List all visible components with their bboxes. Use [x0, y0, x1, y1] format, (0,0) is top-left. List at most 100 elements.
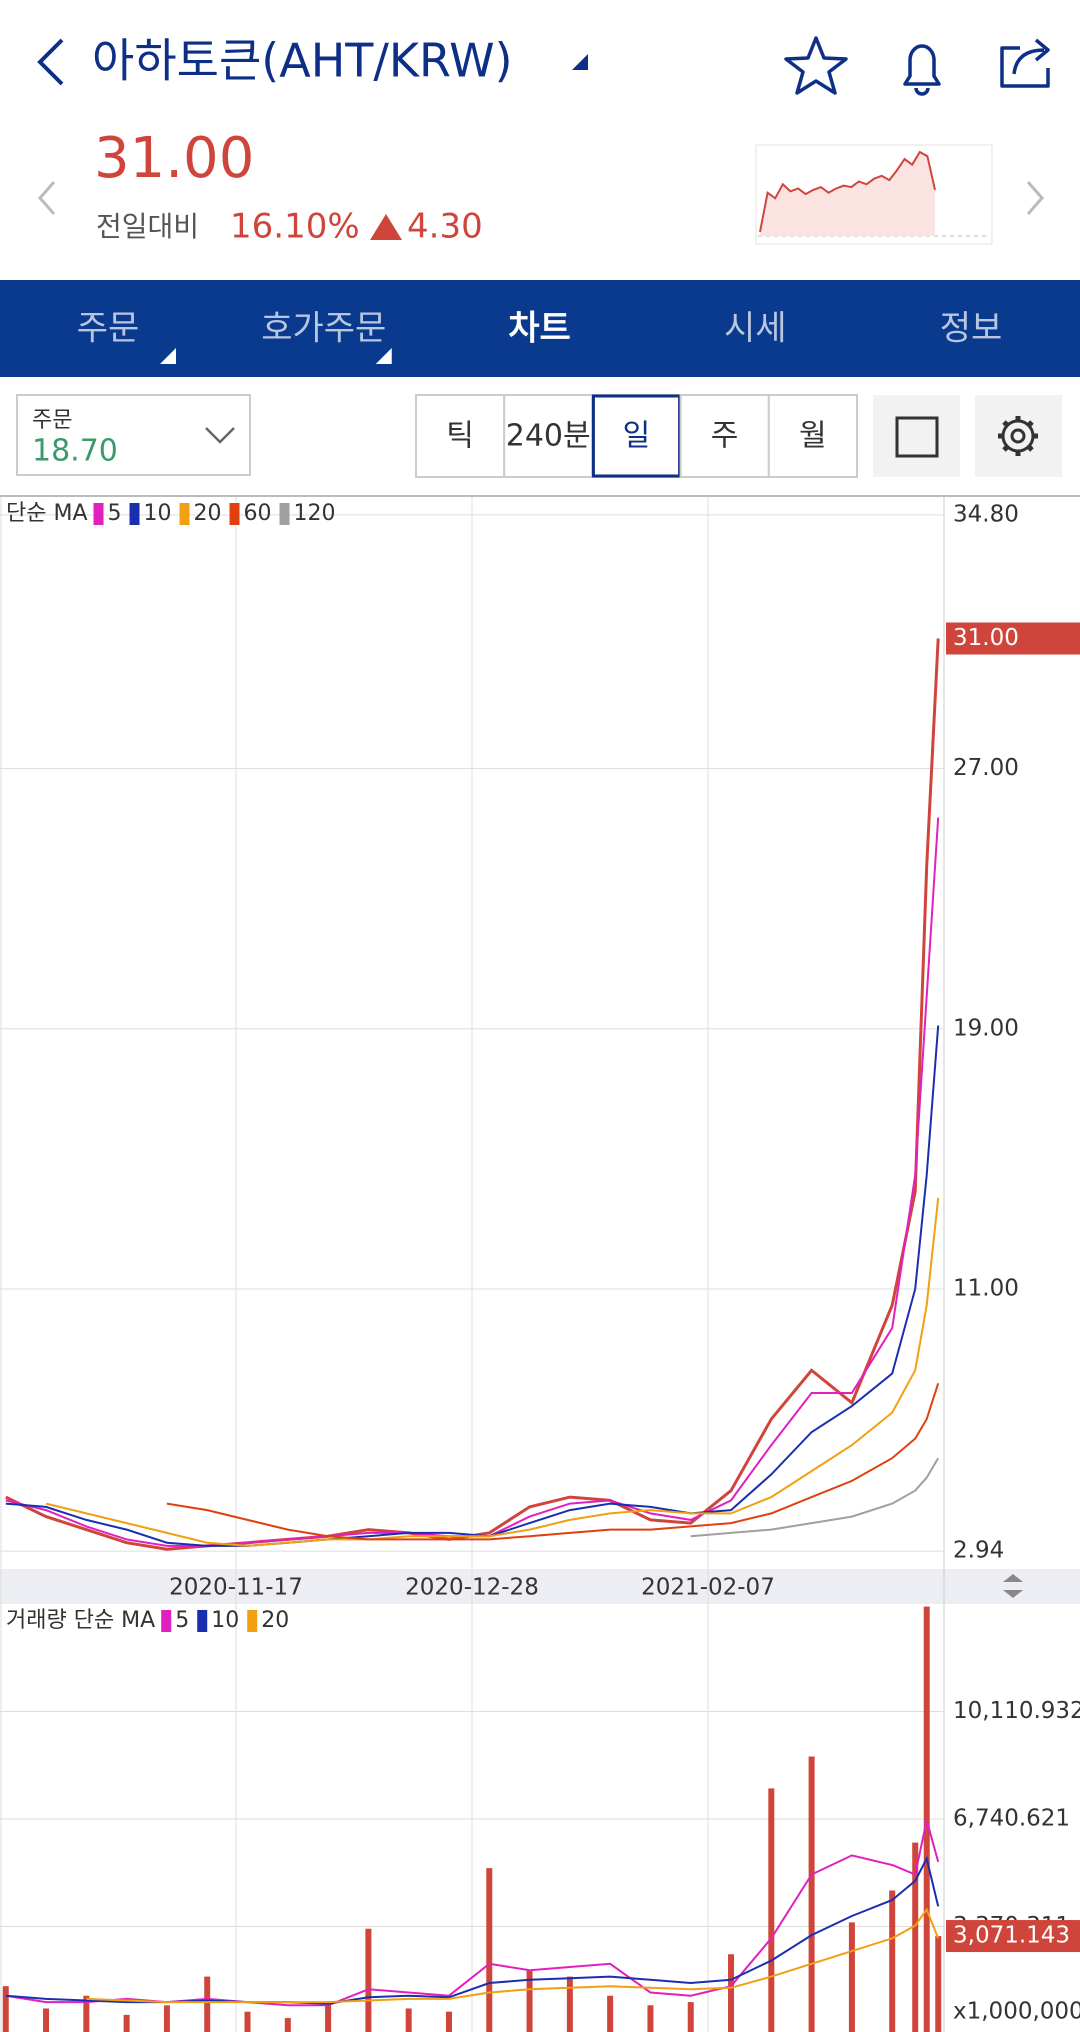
prev-button[interactable]	[38, 181, 56, 215]
settings-button[interactable]	[975, 395, 1062, 477]
legend-swatch	[197, 1610, 208, 1632]
tab-dropdown-mark	[160, 348, 176, 364]
order-value: 18.70	[32, 434, 118, 469]
layout-button[interactable]	[873, 395, 960, 477]
order-label: 주문	[32, 408, 72, 433]
title-dropdown[interactable]	[572, 54, 588, 70]
favorite-button[interactable]	[784, 36, 848, 95]
ma-line	[5, 1025, 940, 1547]
legend-title: 단순 MA	[6, 501, 88, 526]
volume-bar	[123, 2014, 130, 2032]
nav-tab[interactable]: 호가주문	[261, 309, 386, 349]
y-tick-label: 19.00	[953, 1015, 1019, 1041]
change-label: 전일대비	[96, 210, 199, 243]
legend-swatch	[247, 1610, 258, 1632]
volume-bar	[808, 1756, 815, 2032]
gear-hub	[1010, 428, 1026, 444]
layout-icon	[895, 416, 939, 458]
nav-tab[interactable]: 정보	[940, 309, 1003, 349]
volume-bar	[889, 1890, 896, 2032]
volume-bar	[566, 1976, 573, 2032]
sparkline-area	[760, 152, 935, 236]
share-button[interactable]	[1000, 38, 1050, 88]
legend-swatch	[229, 503, 240, 525]
ma-line	[166, 1382, 940, 1541]
volume-bar	[728, 1954, 735, 2032]
resize-handle[interactable]	[1003, 1574, 1023, 1598]
legend-swatch	[279, 503, 290, 525]
legend-label: 60	[244, 501, 272, 526]
period-label[interactable]: 240분	[506, 419, 591, 454]
change-pct: 16.10%	[230, 207, 360, 247]
x-tick-label: 2021-02-07	[641, 1575, 775, 1601]
period-label[interactable]: 틱	[446, 419, 474, 454]
volume-bar	[163, 2005, 170, 2032]
legend-swatch	[93, 503, 104, 525]
ma-line	[5, 817, 940, 1547]
volume-bar	[244, 2011, 251, 2032]
order-box[interactable]	[16, 394, 251, 476]
ma-line	[690, 1457, 940, 1538]
legend-swatch	[179, 503, 190, 525]
volume-bar	[848, 1922, 855, 2032]
volume-bar	[204, 1976, 211, 2032]
charts: 2.94 11.00 19.00 27.00 34.80 2020-11-17 2020-1…	[0, 497, 1080, 2032]
volume-bar	[2, 1986, 9, 2032]
period-buttons: 틱 240분 일 주 월	[415, 394, 858, 478]
tabs: 주문 호가주문 차트 시세 정보	[77, 309, 1003, 364]
y-tick-label: 6,740.621	[953, 1806, 1070, 1832]
legend-label: 20	[261, 1608, 289, 1633]
legend-label: 10	[211, 1608, 239, 1633]
back-button[interactable]	[37, 38, 64, 86]
x-tick-label: 2020-11-17	[169, 1575, 303, 1601]
legend-label: 5	[175, 1608, 189, 1633]
nav-tab[interactable]: 차트	[508, 309, 571, 349]
title: 아하토큰(AHT/KRW)	[92, 34, 513, 88]
period-label[interactable]: 월	[799, 419, 827, 454]
volume-bar	[405, 2008, 412, 2032]
legend-label: 5	[108, 501, 122, 526]
legend-title: 거래량 단순 MA	[6, 1608, 155, 1633]
legend-label: 20	[194, 501, 222, 526]
tab-dropdown-mark	[375, 348, 392, 364]
nav-tab[interactable]: 주문	[77, 309, 140, 349]
volume-bar	[768, 1788, 775, 2032]
y-tick-label: 2.94	[953, 1538, 1004, 1564]
order-dropdown[interactable]	[205, 427, 235, 444]
period-button[interactable]	[767, 394, 858, 478]
legend-label: 10	[144, 501, 172, 526]
period-button[interactable]	[503, 394, 594, 478]
legend-label: 120	[294, 501, 336, 526]
current-value-label: 31.00	[953, 625, 1019, 651]
y-tick-label: 10,110.932	[953, 1698, 1080, 1724]
gear-teeth	[998, 416, 1038, 456]
y-tick-label: 11.00	[953, 1275, 1019, 1301]
volume-bar	[325, 2005, 332, 2032]
current-value-tag	[946, 622, 1080, 655]
period-label[interactable]: 주	[711, 419, 739, 454]
unit-label: x1,000,000	[953, 1999, 1080, 2025]
volume-bar	[607, 1995, 614, 2032]
y-tick-label: 34.80	[953, 502, 1019, 528]
sparkline-line	[759, 150, 936, 233]
volume-bar	[83, 1995, 90, 2032]
volume-bar	[687, 2002, 694, 2032]
nav-tab[interactable]: 시세	[724, 309, 787, 349]
next-button[interactable]	[1026, 181, 1044, 215]
sparkline	[759, 150, 936, 236]
volume-bar	[526, 1970, 533, 2032]
volume-bar	[935, 1936, 942, 2032]
volume-bar	[486, 1868, 493, 2032]
ma-line	[86, 1907, 940, 2004]
alert-button[interactable]	[903, 44, 941, 96]
volume-bar	[365, 1928, 372, 2032]
nav-bar	[0, 280, 1080, 377]
change-abs: 4.30	[407, 207, 483, 247]
up-triangle	[370, 214, 402, 240]
current-value-tag	[946, 1920, 1080, 1953]
legend-swatch	[161, 1610, 172, 1632]
period-label[interactable]: 일	[623, 419, 651, 454]
volume-bar	[284, 2018, 291, 2032]
